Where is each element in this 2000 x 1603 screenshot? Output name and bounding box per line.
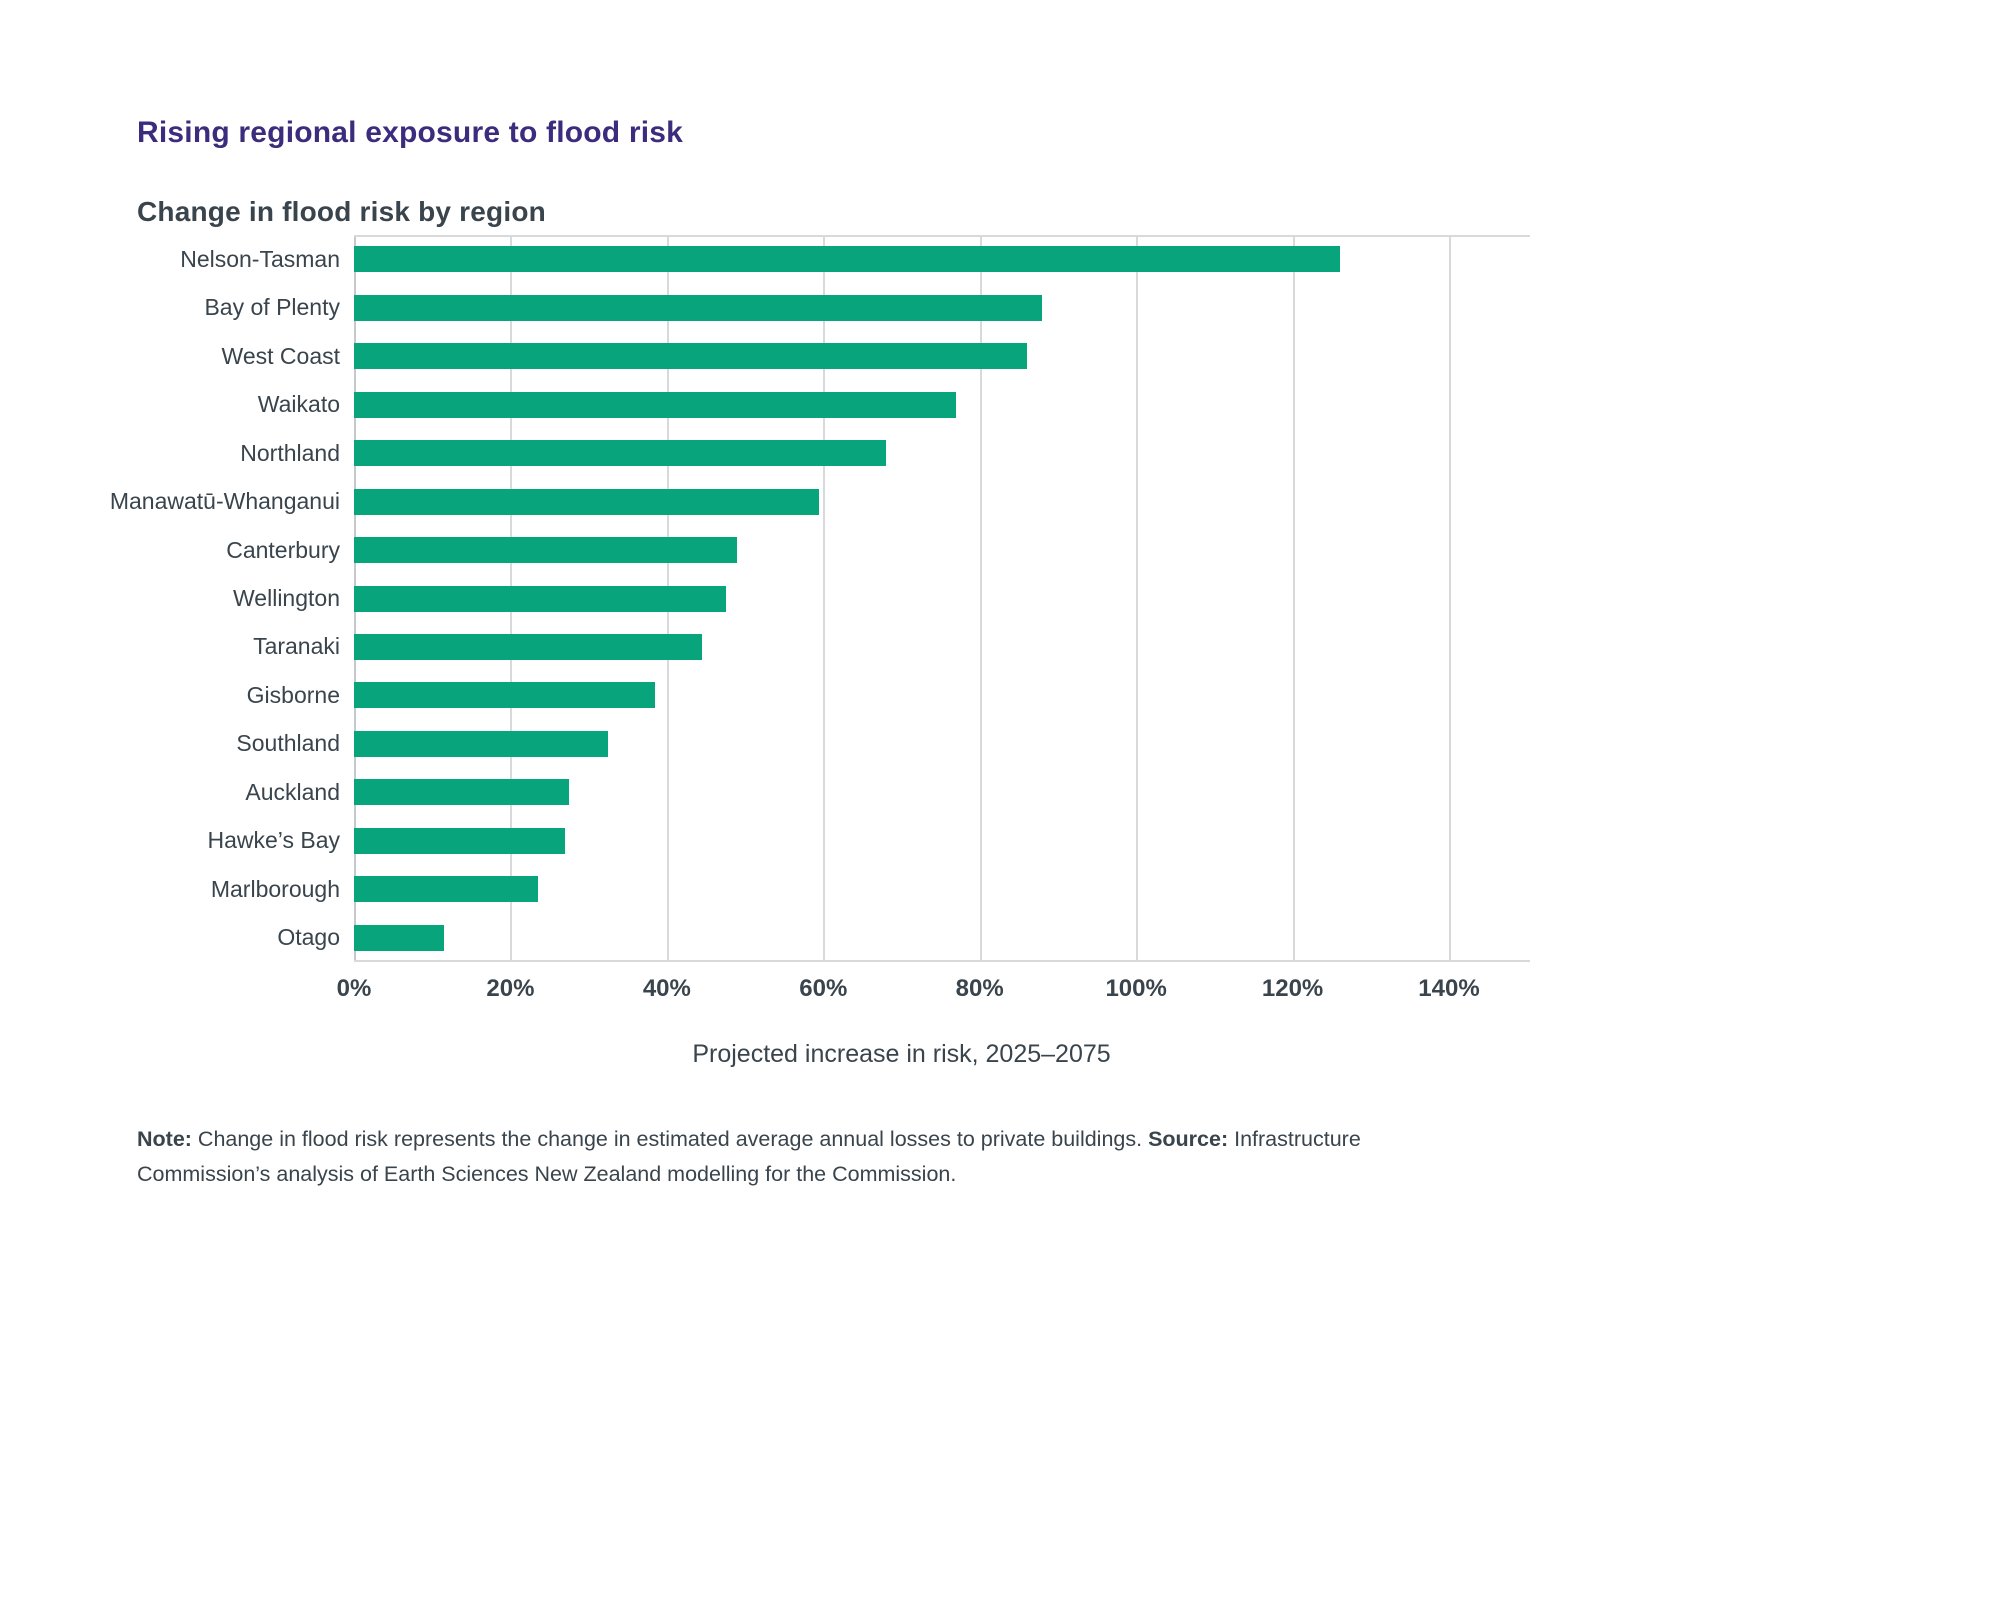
chart-row: Waikato [0, 380, 1540, 428]
region-label: Nelson-Tasman [180, 245, 340, 272]
chart-row: Bay of Plenty [0, 283, 1540, 331]
chart-row: West Coast [0, 332, 1540, 380]
plot-bottom-border [354, 960, 1530, 962]
value-bar [354, 876, 538, 903]
plot-top-border [354, 235, 1530, 237]
region-label: Taranaki [253, 633, 340, 660]
value-bar [354, 537, 738, 564]
chart-row: Gisborne [0, 671, 1540, 719]
chart-row: Taranaki [0, 623, 1540, 671]
gridline [1136, 235, 1139, 962]
value-bar [354, 440, 886, 467]
chart-row: Marlborough [0, 865, 1540, 913]
region-label: Marlborough [210, 875, 340, 902]
x-tick-label: 60% [799, 975, 848, 1002]
chart-row: Manawatū-Whanganui [0, 477, 1540, 525]
x-tick-label: 0% [336, 975, 372, 1002]
gridline [1292, 235, 1295, 962]
value-bar [354, 585, 726, 612]
region-label: Hawke’s Bay [207, 827, 340, 854]
value-bar [354, 391, 957, 418]
note-text: Change in flood risk represents the chan… [191, 1126, 1149, 1151]
value-bar [354, 294, 1043, 321]
chart-row: Canterbury [0, 526, 1540, 574]
x-tick-label: 120% [1261, 975, 1324, 1002]
value-bar [354, 779, 570, 806]
x-tick-label: 140% [1418, 975, 1480, 1002]
region-label: Otago [277, 924, 340, 951]
chart-row: Otago [0, 914, 1540, 962]
value-bar [354, 730, 609, 757]
value-bar [354, 827, 566, 854]
value-bar [354, 924, 444, 951]
chart-row: Auckland [0, 768, 1540, 816]
bar-rows: Nelson-Tasman Bay of Plenty West Coast Waik… [0, 235, 1540, 962]
chart-title: Change in flood risk by region [137, 196, 546, 228]
page-title: Rising regional exposure to flood risk [137, 116, 684, 150]
gridline [823, 235, 826, 962]
region-label: West Coast [221, 342, 340, 369]
value-bar [354, 633, 703, 660]
region-label: Canterbury [226, 536, 340, 563]
region-label: Manawatū-Whanganui [109, 488, 340, 515]
region-label: Waikato [257, 391, 340, 418]
region-label: Gisborne [246, 681, 340, 708]
x-tick-label: 20% [486, 975, 535, 1002]
x-tick-label: 40% [642, 975, 691, 1002]
value-bar [354, 246, 1340, 273]
region-label: Bay of Plenty [204, 294, 340, 321]
x-tick-label: 80% [955, 975, 1004, 1002]
note-label: Note: [137, 1126, 192, 1151]
chart-row: Northland [0, 429, 1540, 477]
value-bar [354, 488, 820, 515]
source-label: Source: [1148, 1126, 1229, 1151]
region-label: Northland [240, 439, 340, 466]
x-tick-label: 100% [1105, 975, 1167, 1002]
chart-note: Note: Change in flood risk represents th… [137, 1122, 1447, 1193]
chart-row: Nelson-Tasman [0, 235, 1540, 283]
source-text: Infrastructure Commission’s analysis of … [137, 1126, 1361, 1186]
bar-chart: Nelson-Tasman Bay of Plenty West Coast Waik… [0, 235, 1540, 962]
region-label: Wellington [233, 585, 340, 612]
value-bar [354, 343, 1027, 370]
gridline [1449, 235, 1451, 962]
gridline [979, 235, 982, 962]
region-label: Auckland [245, 778, 340, 805]
region-label: Southland [236, 730, 340, 757]
chart-row: Wellington [0, 574, 1540, 622]
x-axis-ticks: 0% 20% 40% 60% 80% 100% 120% 140% [337, 975, 1530, 1009]
chart-row: Southland [0, 720, 1540, 768]
x-axis-title: Projected increase in risk, 2025–2075 [692, 1040, 1111, 1068]
value-bar [354, 682, 656, 709]
chart-row: Hawke’s Bay [0, 817, 1540, 865]
